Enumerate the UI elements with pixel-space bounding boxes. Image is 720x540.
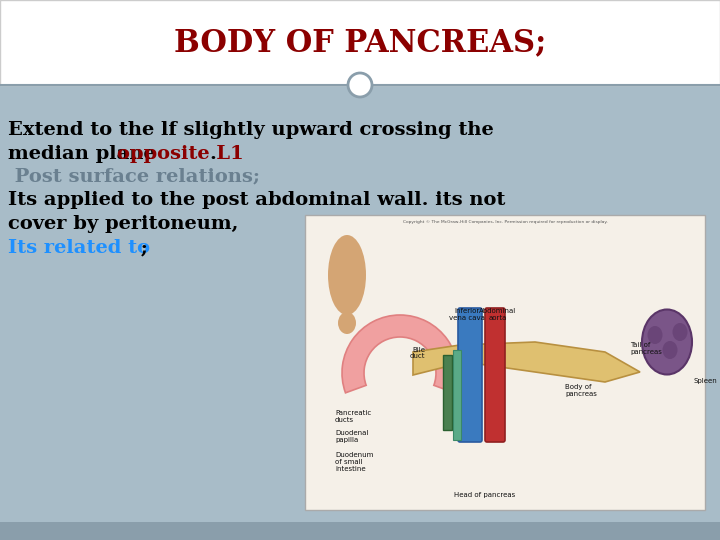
Text: Abdominal
aorta: Abdominal aorta [480,308,517,321]
Text: Bile
duct: Bile duct [410,347,425,360]
Ellipse shape [328,235,366,315]
Ellipse shape [642,309,692,375]
Polygon shape [413,342,640,382]
Text: .: . [210,145,217,163]
Ellipse shape [662,341,678,359]
FancyBboxPatch shape [305,215,705,510]
Ellipse shape [647,326,662,344]
Text: Extend to the lf slightly upward crossing the: Extend to the lf slightly upward crossin… [8,121,494,139]
Text: Spleen: Spleen [693,378,716,384]
Text: Its related to: Its related to [8,239,157,257]
Text: BODY OF PANCREAS;: BODY OF PANCREAS; [174,27,546,58]
Ellipse shape [672,323,688,341]
Text: cover by peritoneum,: cover by peritoneum, [8,215,238,233]
Wedge shape [342,315,458,393]
Text: Head of pancreas: Head of pancreas [454,492,516,498]
Text: Duodenal
papilla: Duodenal papilla [335,430,369,443]
Text: Its applied to the post abdominal wall. its not: Its applied to the post abdominal wall. … [8,191,505,209]
Text: Duodenum
of small
intestine: Duodenum of small intestine [335,452,374,472]
Text: Post surface relations;: Post surface relations; [8,167,260,185]
FancyBboxPatch shape [0,522,720,540]
FancyBboxPatch shape [485,308,505,442]
Circle shape [348,73,372,97]
Text: Pancreatic
ducts: Pancreatic ducts [335,410,372,423]
FancyBboxPatch shape [453,350,461,440]
FancyBboxPatch shape [0,85,720,522]
FancyBboxPatch shape [443,355,452,430]
Ellipse shape [338,312,356,334]
Text: Copyright © The McGraw-Hill Companies, Inc. Permission required for reproduction: Copyright © The McGraw-Hill Companies, I… [402,220,608,224]
Text: ;: ; [134,239,148,257]
FancyBboxPatch shape [0,0,720,85]
Text: median plane: median plane [8,145,163,163]
Text: Inferior
vena cava: Inferior vena cava [449,308,485,321]
FancyBboxPatch shape [458,308,482,442]
Text: Tail of
pancreas: Tail of pancreas [630,342,662,355]
Text: opposite L1: opposite L1 [117,145,244,163]
Text: Body of
pancreas: Body of pancreas [565,384,597,397]
